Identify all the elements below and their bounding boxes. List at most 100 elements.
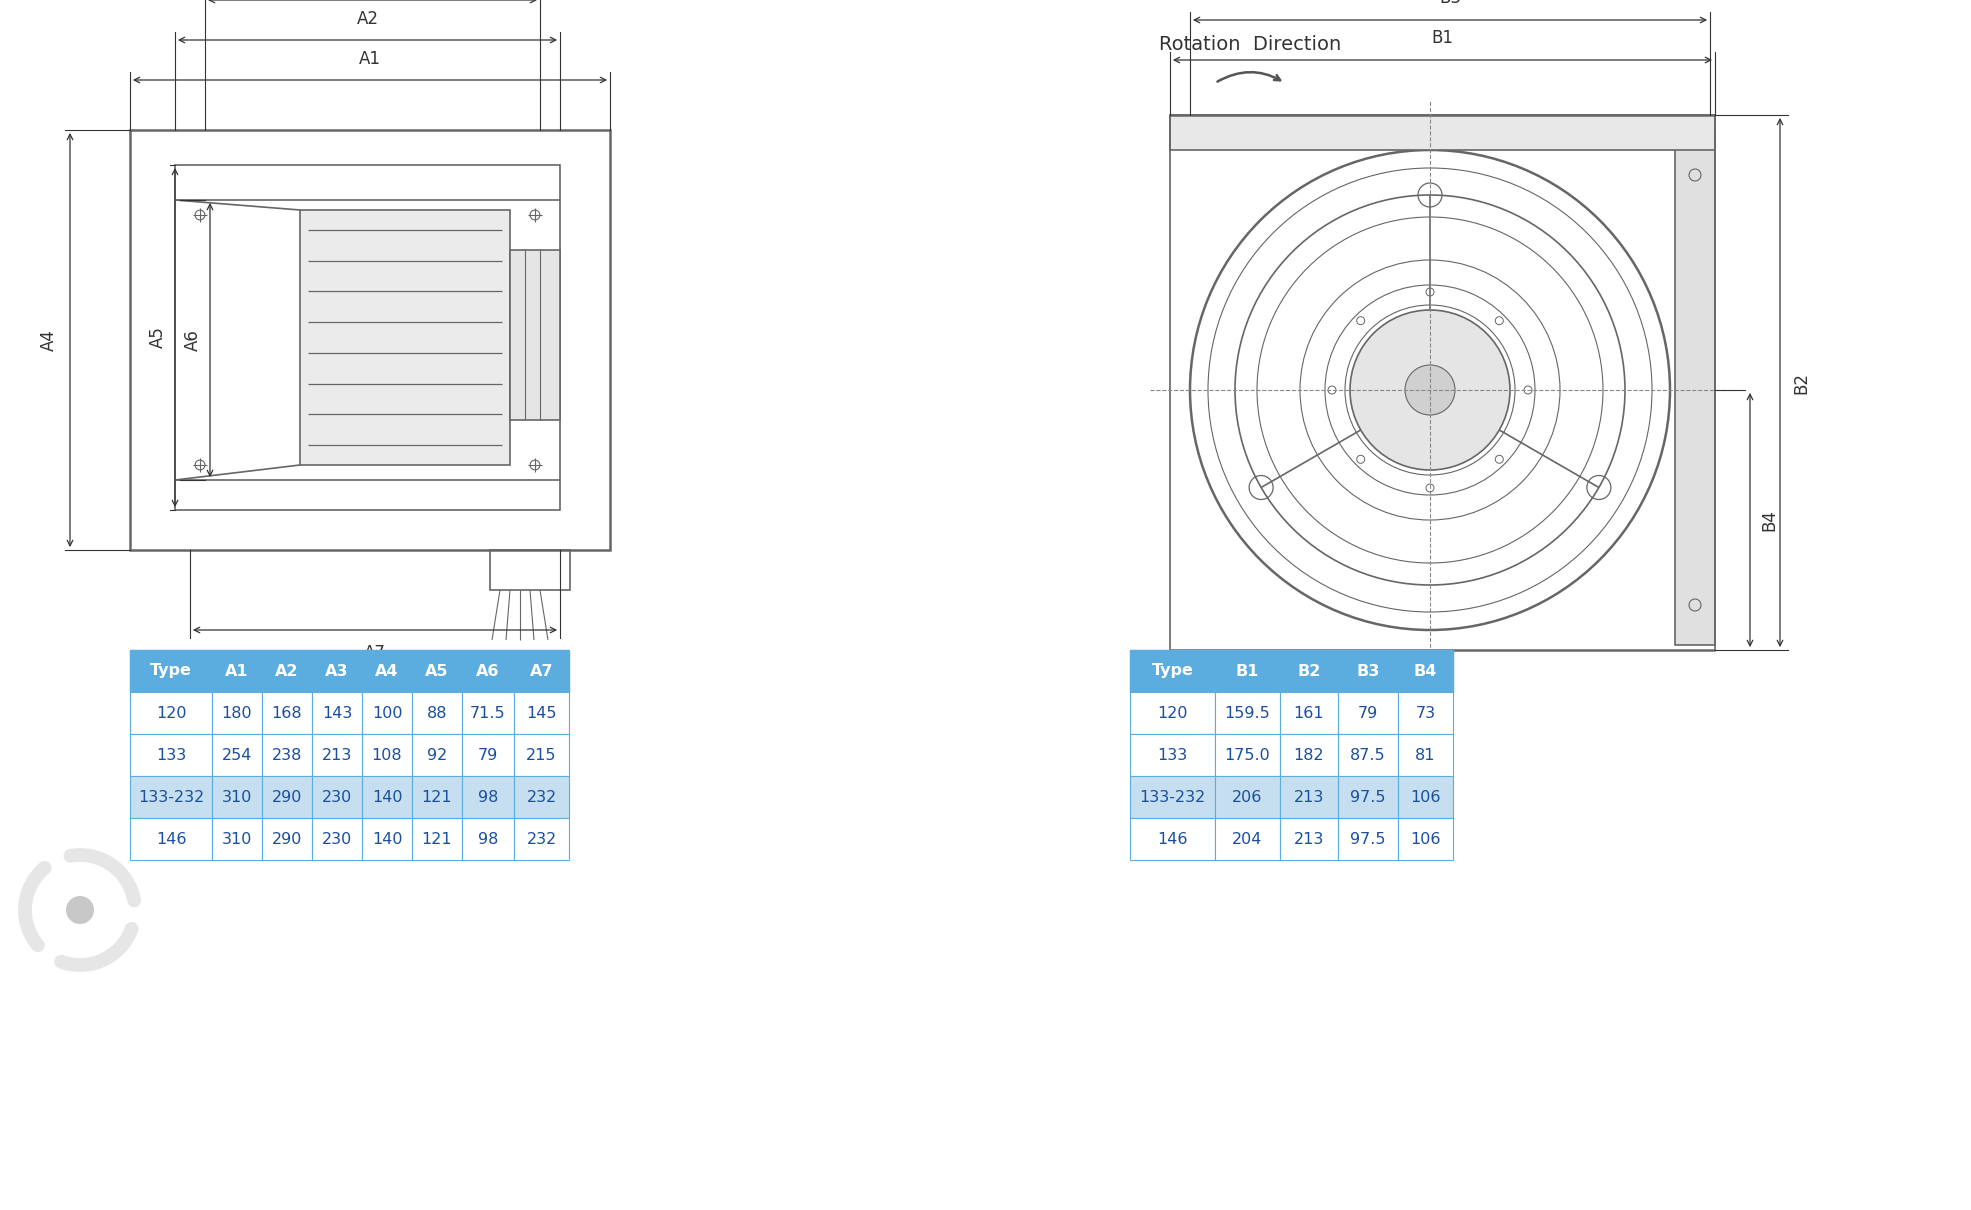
Bar xyxy=(1129,818,1214,860)
Bar xyxy=(213,818,262,860)
Text: 97.5: 97.5 xyxy=(1350,831,1386,847)
Text: 73: 73 xyxy=(1415,705,1435,720)
Bar xyxy=(213,692,262,734)
Bar xyxy=(1279,692,1338,734)
Text: A2: A2 xyxy=(357,10,378,28)
Bar xyxy=(1338,692,1397,734)
Bar xyxy=(412,734,461,776)
Bar xyxy=(363,818,412,860)
Bar xyxy=(1338,776,1397,818)
Bar xyxy=(262,692,311,734)
Bar xyxy=(1171,115,1715,150)
Bar xyxy=(1675,136,1715,645)
Text: B1: B1 xyxy=(1431,29,1453,47)
Bar xyxy=(1279,734,1338,776)
Text: 143: 143 xyxy=(321,705,353,720)
Text: 310: 310 xyxy=(223,831,252,847)
Bar xyxy=(1397,692,1453,734)
Text: A6: A6 xyxy=(183,329,201,351)
Bar xyxy=(1397,818,1453,860)
Text: 168: 168 xyxy=(272,705,302,720)
Bar xyxy=(1214,692,1279,734)
Bar xyxy=(311,650,363,692)
Bar xyxy=(1397,734,1453,776)
Bar xyxy=(514,776,570,818)
Text: B2: B2 xyxy=(1297,663,1321,679)
Bar xyxy=(1397,650,1453,692)
Text: 100: 100 xyxy=(373,705,402,720)
Text: 87.5: 87.5 xyxy=(1350,748,1386,762)
Text: 159.5: 159.5 xyxy=(1224,705,1271,720)
Bar xyxy=(1214,650,1279,692)
Text: 213: 213 xyxy=(1293,831,1325,847)
Bar xyxy=(412,692,461,734)
Text: A5: A5 xyxy=(150,327,168,348)
Text: 204: 204 xyxy=(1232,831,1263,847)
Text: 140: 140 xyxy=(373,789,402,805)
Text: 133-232: 133-232 xyxy=(1139,789,1206,805)
Bar xyxy=(363,734,412,776)
Text: 180: 180 xyxy=(221,705,252,720)
Bar xyxy=(1279,818,1338,860)
Text: A7: A7 xyxy=(530,663,554,679)
Text: 97.5: 97.5 xyxy=(1350,789,1386,805)
Bar xyxy=(130,818,213,860)
Text: 230: 230 xyxy=(321,789,353,805)
Text: 215: 215 xyxy=(526,748,556,762)
Text: 206: 206 xyxy=(1232,789,1263,805)
Bar xyxy=(130,776,213,818)
Text: 213: 213 xyxy=(321,748,353,762)
Text: 254: 254 xyxy=(223,748,252,762)
Text: Type: Type xyxy=(1151,663,1192,679)
Bar xyxy=(461,650,514,692)
Circle shape xyxy=(1350,310,1510,469)
Text: A5: A5 xyxy=(426,663,449,679)
Text: B3: B3 xyxy=(1356,663,1380,679)
Bar xyxy=(363,650,412,692)
Text: 71.5: 71.5 xyxy=(471,705,507,720)
Bar xyxy=(1129,650,1214,692)
Text: B1: B1 xyxy=(1236,663,1259,679)
Text: 106: 106 xyxy=(1409,831,1441,847)
Bar xyxy=(175,165,560,509)
Text: 140: 140 xyxy=(373,831,402,847)
Text: 79: 79 xyxy=(477,748,499,762)
Text: A3: A3 xyxy=(325,663,349,679)
Text: 133: 133 xyxy=(156,748,185,762)
Bar xyxy=(514,650,570,692)
Text: 213: 213 xyxy=(1293,789,1325,805)
Text: 238: 238 xyxy=(272,748,302,762)
Text: A6: A6 xyxy=(477,663,501,679)
Bar xyxy=(461,734,514,776)
Bar xyxy=(311,776,363,818)
Text: 290: 290 xyxy=(272,831,302,847)
Bar xyxy=(510,250,560,420)
Bar xyxy=(311,692,363,734)
Bar xyxy=(130,129,609,551)
Circle shape xyxy=(1405,365,1455,415)
Bar xyxy=(412,818,461,860)
Bar xyxy=(1129,776,1214,818)
Text: A2: A2 xyxy=(276,663,300,679)
Bar xyxy=(262,818,311,860)
Text: 98: 98 xyxy=(477,789,499,805)
Text: 98: 98 xyxy=(477,831,499,847)
Text: 146: 146 xyxy=(1157,831,1189,847)
Text: 230: 230 xyxy=(321,831,353,847)
Text: B4: B4 xyxy=(1413,663,1437,679)
Bar xyxy=(1129,734,1214,776)
Text: 79: 79 xyxy=(1358,705,1378,720)
Bar xyxy=(311,818,363,860)
Bar xyxy=(514,818,570,860)
Text: 175.0: 175.0 xyxy=(1224,748,1271,762)
Text: Type: Type xyxy=(150,663,191,679)
Text: Rotation  Direction: Rotation Direction xyxy=(1159,35,1340,54)
Bar xyxy=(412,776,461,818)
Bar xyxy=(1129,692,1214,734)
Bar xyxy=(491,551,570,590)
Bar xyxy=(1338,818,1397,860)
Text: 146: 146 xyxy=(156,831,185,847)
Text: 232: 232 xyxy=(526,789,556,805)
Text: A1: A1 xyxy=(359,50,380,68)
Bar xyxy=(1338,650,1397,692)
